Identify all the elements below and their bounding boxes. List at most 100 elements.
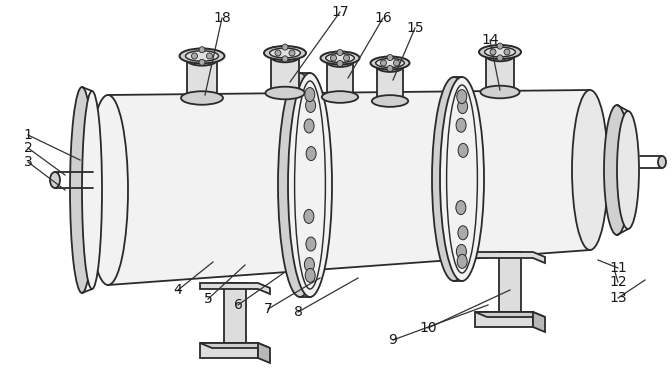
Ellipse shape (337, 50, 343, 55)
Ellipse shape (306, 99, 316, 112)
Ellipse shape (187, 54, 217, 66)
Ellipse shape (457, 90, 467, 104)
Ellipse shape (264, 46, 306, 60)
Polygon shape (327, 62, 353, 97)
Ellipse shape (282, 56, 288, 62)
Ellipse shape (456, 201, 466, 214)
Ellipse shape (572, 90, 608, 250)
Ellipse shape (497, 43, 503, 49)
Ellipse shape (447, 85, 477, 273)
Ellipse shape (331, 55, 337, 61)
Ellipse shape (377, 62, 403, 72)
Polygon shape (258, 343, 270, 363)
Text: 1: 1 (24, 128, 32, 142)
Text: 10: 10 (419, 321, 437, 335)
Ellipse shape (380, 60, 386, 66)
Ellipse shape (305, 268, 315, 282)
Text: 2: 2 (24, 141, 32, 155)
Text: 11: 11 (609, 261, 627, 275)
Text: 15: 15 (406, 21, 424, 35)
Ellipse shape (497, 55, 503, 61)
Ellipse shape (278, 73, 322, 297)
Ellipse shape (372, 95, 408, 107)
Ellipse shape (479, 45, 521, 59)
Ellipse shape (604, 105, 630, 235)
Polygon shape (200, 283, 270, 294)
Ellipse shape (181, 91, 223, 105)
Ellipse shape (88, 95, 128, 285)
Ellipse shape (199, 47, 205, 53)
Polygon shape (187, 60, 217, 98)
Text: 18: 18 (213, 11, 231, 25)
Ellipse shape (394, 60, 399, 66)
Polygon shape (486, 56, 514, 92)
Ellipse shape (456, 244, 466, 258)
Ellipse shape (458, 143, 468, 158)
Text: 17: 17 (331, 5, 349, 19)
Ellipse shape (192, 53, 198, 59)
Polygon shape (271, 57, 299, 93)
Text: 4: 4 (173, 283, 182, 297)
Ellipse shape (343, 55, 349, 61)
Polygon shape (475, 252, 545, 263)
Text: 14: 14 (481, 33, 499, 47)
Ellipse shape (82, 91, 102, 289)
Ellipse shape (486, 51, 514, 62)
Ellipse shape (658, 156, 666, 168)
Ellipse shape (304, 119, 314, 133)
Ellipse shape (282, 44, 288, 50)
Ellipse shape (271, 52, 299, 62)
Ellipse shape (458, 226, 468, 240)
Ellipse shape (50, 172, 60, 188)
Ellipse shape (275, 50, 281, 56)
Ellipse shape (457, 254, 467, 268)
Polygon shape (533, 312, 545, 332)
Ellipse shape (480, 86, 519, 98)
Polygon shape (200, 343, 270, 348)
Ellipse shape (387, 66, 393, 72)
Text: 8: 8 (294, 305, 302, 319)
Ellipse shape (306, 237, 316, 251)
Ellipse shape (289, 50, 295, 56)
Text: 12: 12 (610, 275, 627, 289)
Polygon shape (499, 252, 521, 312)
Polygon shape (377, 67, 403, 101)
Ellipse shape (265, 87, 304, 99)
Text: 16: 16 (374, 11, 392, 25)
Polygon shape (475, 312, 533, 327)
Ellipse shape (321, 51, 360, 64)
Text: 7: 7 (263, 302, 272, 316)
Polygon shape (224, 283, 246, 343)
Ellipse shape (269, 48, 300, 58)
Ellipse shape (326, 54, 354, 63)
Ellipse shape (376, 58, 405, 68)
Ellipse shape (370, 57, 409, 69)
Ellipse shape (304, 258, 314, 272)
Ellipse shape (432, 77, 476, 281)
Ellipse shape (617, 111, 639, 229)
Text: 6: 6 (234, 298, 243, 312)
Ellipse shape (327, 57, 353, 67)
Ellipse shape (322, 91, 358, 103)
Ellipse shape (456, 118, 466, 132)
Ellipse shape (179, 48, 224, 63)
Ellipse shape (206, 53, 212, 59)
Ellipse shape (70, 87, 94, 293)
Polygon shape (200, 343, 258, 358)
Polygon shape (108, 90, 590, 285)
Ellipse shape (306, 147, 316, 160)
Polygon shape (475, 312, 545, 317)
Ellipse shape (485, 47, 515, 57)
Text: 13: 13 (610, 291, 627, 305)
Ellipse shape (185, 51, 218, 61)
Ellipse shape (490, 49, 496, 55)
Ellipse shape (387, 54, 393, 60)
Ellipse shape (504, 49, 510, 55)
Ellipse shape (304, 209, 314, 224)
Ellipse shape (337, 60, 343, 66)
Text: 5: 5 (204, 292, 212, 306)
Ellipse shape (458, 100, 468, 114)
Ellipse shape (294, 81, 325, 289)
Ellipse shape (288, 73, 332, 297)
Text: 3: 3 (24, 155, 32, 169)
